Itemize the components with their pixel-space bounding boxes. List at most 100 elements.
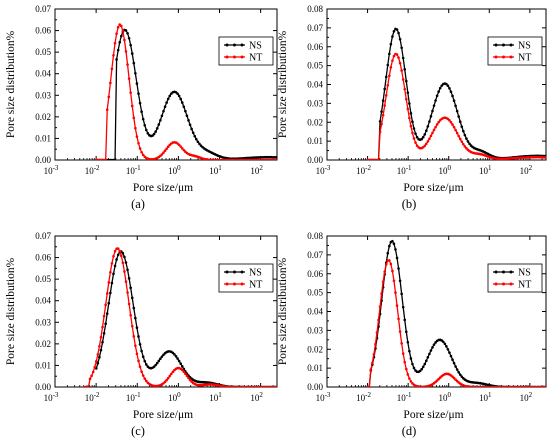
data-point [460,140,464,143]
data-point [409,112,413,115]
y-tick-label: 0.04 [35,296,51,306]
data-point [428,137,431,141]
data-point [177,143,181,147]
data-point [372,353,376,356]
data-point [116,253,120,257]
data-point [132,61,136,65]
data-point [98,345,101,348]
y-axis-title: Pore size distribution% [5,257,17,365]
data-point [104,322,107,326]
data-point [116,247,120,250]
data-point [403,68,407,71]
x-tick-label: 100 [438,391,451,403]
data-point [160,153,164,156]
data-point [145,363,148,366]
data-point [403,360,407,364]
series-NS [366,239,546,387]
data-point [411,120,414,124]
data-point [120,254,123,258]
data-point [123,38,126,42]
legend-label-NT: NT [518,53,531,64]
data-point [383,87,386,91]
y-tick-label: 0.03 [307,325,323,335]
data-point [383,104,386,107]
data-point [165,378,168,382]
data-point [384,94,388,97]
x-tick-label: 100 [168,391,181,403]
x-tick-label: 101 [479,391,492,403]
data-point [146,132,150,135]
legend-box [218,263,274,293]
data-point [154,130,157,133]
data-point [155,361,159,365]
data-point [179,362,182,365]
data-point [179,145,182,148]
data-point [113,41,117,45]
data-point [451,123,454,126]
legend-box [487,36,543,66]
data-point [185,114,189,118]
x-tick-label: 10-2 [85,391,100,403]
data-point [130,296,134,300]
panel-label: (d) [402,424,417,438]
data-point [401,352,405,355]
data-point [378,305,382,308]
x-axis-title: Pore size/μm [403,182,463,194]
y-axis-title: Pore size distribution% [277,30,289,138]
data-point [112,53,115,57]
data-point [157,123,161,126]
legend-label-NT: NT [249,280,262,291]
data-point [115,58,118,61]
data-point [406,107,410,111]
data-point [445,82,448,86]
data-point [96,353,100,356]
chart-panel-4: 0.00 0.01 0.02 0.03 0.04 0.05 0.06 0.07 0.08 10-3… [277,231,547,438]
data-point [428,120,431,123]
y-tick-label: 0.06 [307,42,323,52]
data-point [110,262,114,265]
data-point [384,263,388,266]
data-point [434,99,437,102]
data-point [138,147,142,150]
data-point [408,349,411,353]
data-point [398,37,402,41]
data-point [454,128,457,132]
x-tick-label: 102 [520,164,533,176]
data-point [134,316,137,320]
data-point [409,380,413,383]
data-point [135,135,139,138]
data-point [395,256,399,260]
legend-box [218,36,274,66]
data-point [378,130,382,134]
data-point [457,134,460,138]
legend-marker [502,55,505,59]
series-NT [366,259,546,387]
x-tick-label: 10-3 [44,164,59,176]
data-point [180,101,184,104]
data-point [425,142,428,146]
legend-marker [509,270,513,274]
data-point [109,81,112,85]
data-point [460,375,464,378]
data-point [391,59,394,62]
data-point [143,123,147,127]
data-point [457,370,460,374]
data-point [409,357,413,360]
x-tick-label: 10-2 [356,391,371,403]
legend-label-NS: NS [249,268,262,279]
data-point [187,119,190,122]
x-tick-label: 10-1 [126,391,141,403]
data-point [93,365,97,369]
data-point [193,134,197,138]
data-point [395,53,399,56]
y-tick-label: 0.03 [35,317,51,327]
data-point [274,158,277,160]
data-point [403,318,407,322]
data-point [110,281,114,285]
data-point [395,28,399,31]
data-point [152,365,156,368]
data-point [129,313,132,317]
x-tick-label: 10-2 [85,164,100,176]
